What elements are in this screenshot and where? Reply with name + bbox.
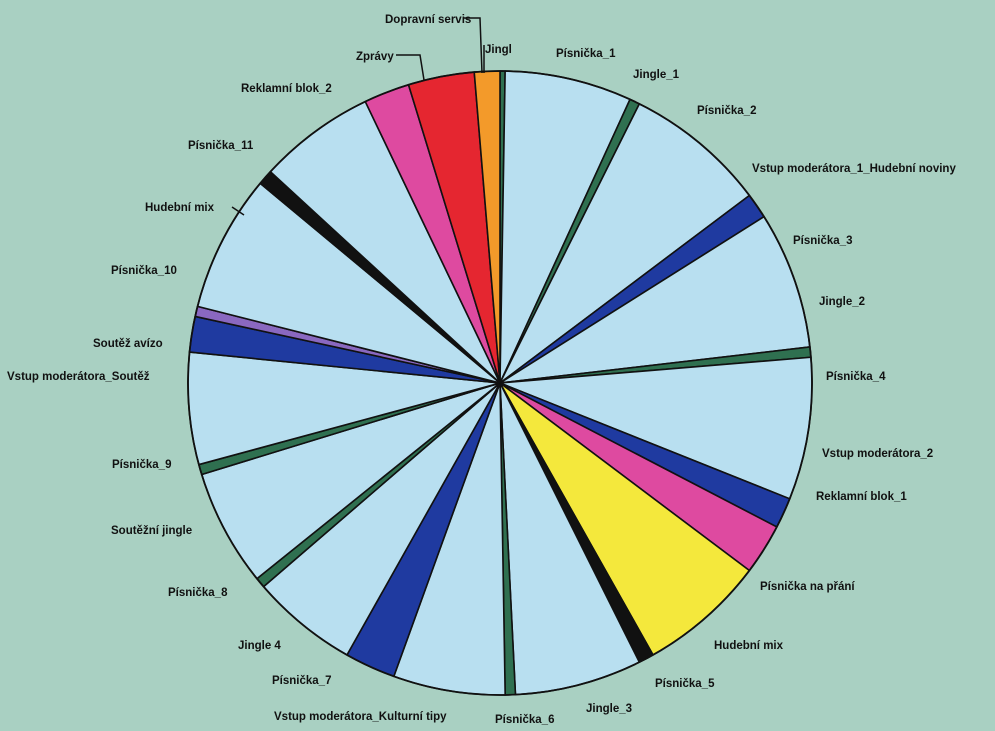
slice-label: Písnička_11 bbox=[188, 140, 254, 152]
leader-line bbox=[464, 17, 483, 74]
slice-label: Reklamní blok_1 bbox=[816, 491, 907, 503]
slice-label: Vstup moderátora_1_Hudební noviny bbox=[752, 163, 956, 175]
slice-label: Hudební mix bbox=[145, 202, 215, 214]
leader-line bbox=[396, 54, 425, 81]
slice-label: Zprávy bbox=[356, 51, 394, 63]
slice-label: Písnička_4 bbox=[826, 371, 886, 383]
slice-label: Písnička_6 bbox=[495, 714, 554, 726]
slice-label: Soutěž avízo bbox=[93, 338, 163, 350]
slice-label: Jingle_2 bbox=[819, 296, 865, 308]
slice-label: Hudební mix bbox=[714, 640, 784, 652]
slice-label: Písnička na přání bbox=[760, 581, 855, 593]
leader-lines bbox=[231, 17, 485, 216]
slice-label: Jingle 4 bbox=[238, 640, 281, 652]
slice-label: Písnička_2 bbox=[697, 105, 756, 117]
slice-label: Písnička_9 bbox=[112, 459, 171, 471]
slice-label: Písnička_1 bbox=[556, 48, 616, 60]
slice-label: Vstup moderátora_Kulturní tipy bbox=[274, 711, 447, 723]
leader-line bbox=[231, 206, 245, 216]
slice-label: Soutěžní jingle bbox=[111, 525, 192, 537]
slice-label: Písnička_8 bbox=[168, 587, 228, 599]
pie-outline bbox=[187, 70, 813, 696]
slice-label: Vstup moderátora_2 bbox=[822, 448, 933, 460]
slice-label: Jingle_3 bbox=[586, 703, 632, 715]
slice-label: Písnička_7 bbox=[272, 675, 331, 687]
slice-label: Písnička_10 bbox=[111, 265, 177, 277]
slice-label: Písnička_3 bbox=[793, 235, 852, 247]
slice-label: Vstup moderátora_Soutěž bbox=[7, 371, 150, 383]
slice-label: Dopravní servis bbox=[385, 14, 471, 26]
slice-label: Písnička_5 bbox=[655, 678, 715, 690]
slice-label: Jingl bbox=[485, 44, 512, 56]
pie-slices bbox=[187, 70, 813, 696]
slice-label: Jingle_1 bbox=[633, 69, 680, 81]
slice-label: Reklamní blok_2 bbox=[241, 83, 332, 95]
pie-labels: Jingl Písnička_1 Jingle_1 Písnička_2 Vstup m… bbox=[7, 14, 956, 726]
